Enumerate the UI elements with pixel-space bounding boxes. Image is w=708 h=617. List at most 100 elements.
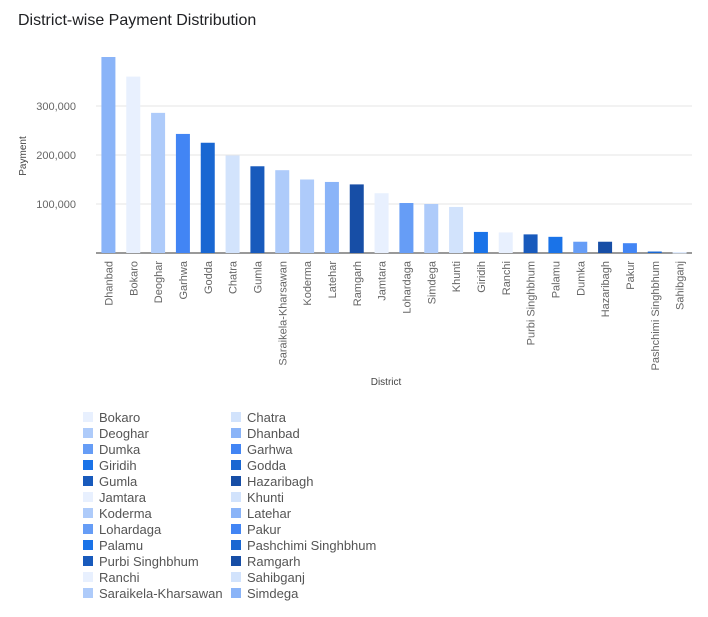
legend-item[interactable]: Saraikela-Kharsawan: [83, 585, 223, 601]
legend-item[interactable]: Simdega: [231, 585, 298, 601]
legend-item[interactable]: Purbi Singhbhum: [83, 553, 199, 569]
bar-dumka[interactable]: [573, 241, 588, 253]
bar-latehar[interactable]: [324, 181, 339, 253]
x-tick-label: Latehar: [327, 261, 339, 299]
x-tick-label: Palamu: [550, 261, 562, 298]
bar-ranchi[interactable]: [498, 232, 513, 253]
bar-garhwa[interactable]: [175, 133, 190, 253]
legend-label: Chatra: [247, 409, 287, 425]
bar-deoghar[interactable]: [151, 112, 166, 253]
legend-label: Pakur: [247, 521, 281, 537]
legend-label: Giridih: [99, 457, 137, 473]
bar-ramgarh[interactable]: [349, 184, 364, 253]
legend-item[interactable]: Palamu: [83, 537, 143, 553]
legend-label: Koderma: [99, 505, 152, 521]
legend-item[interactable]: Latehar: [231, 505, 291, 521]
legend-item[interactable]: Jamtara: [83, 489, 146, 505]
y-tick-labels: 100,000 200,000 300,000: [36, 101, 76, 211]
x-tick-label: Deoghar: [153, 261, 165, 304]
bar-khunti[interactable]: [449, 206, 464, 253]
legend-swatch: [83, 572, 93, 582]
y-tick-label: 200,000: [36, 150, 76, 162]
bar-gumla[interactable]: [250, 166, 265, 253]
legend-label: Godda: [247, 457, 287, 473]
legend-label: Lohardaga: [99, 521, 162, 537]
bar-giridih[interactable]: [473, 231, 488, 253]
legend-swatch: [83, 508, 93, 518]
bar-chart: Dhanbad Bokaro Deoghar Garhwa Godda Chatra Gum…: [18, 57, 692, 388]
bar-dhanbad[interactable]: [101, 57, 116, 253]
bar-godda[interactable]: [200, 142, 215, 253]
legend-swatch: [83, 540, 93, 550]
legend-swatch: [231, 508, 241, 518]
legend-label: Palamu: [99, 537, 144, 553]
legend-item[interactable]: Ranchi: [83, 569, 139, 585]
legend-label: Dumka: [99, 441, 141, 457]
legend-label: Dhanbad: [247, 425, 300, 441]
legend-label: Gumla: [99, 473, 138, 489]
legend-label: Jamtara: [99, 489, 146, 505]
x-tick-label: Jamtara: [377, 260, 389, 301]
legend-label: Ranchi: [99, 569, 140, 585]
legend-item[interactable]: Hazaribagh: [231, 473, 314, 489]
legend-swatch: [231, 428, 241, 438]
x-tick-label: Bokaro: [128, 261, 140, 296]
bar-jamtara[interactable]: [374, 193, 389, 253]
legend-swatch: [231, 412, 241, 422]
x-tick-label: Pakur: [625, 261, 637, 290]
legend-item[interactable]: Bokaro: [83, 409, 140, 425]
x-tick-labels: Dhanbad Bokaro Deoghar Garhwa Godda Chatra Gum…: [103, 260, 686, 370]
bar-lohardaga[interactable]: [399, 203, 414, 253]
legend-label: Simdega: [247, 585, 299, 601]
bar-hazaribagh[interactable]: [598, 241, 613, 253]
bar-palamu[interactable]: [548, 236, 563, 253]
legend-item[interactable]: Chatra: [231, 409, 286, 425]
legend-item[interactable]: Ramgarh: [231, 553, 300, 569]
x-tick-label: Giridih: [476, 261, 488, 293]
legend-item[interactable]: Dumka: [83, 441, 140, 457]
chart-title: District-wise Payment Distribution: [18, 12, 257, 29]
bar-chatra[interactable]: [225, 155, 240, 253]
legend-item[interactable]: Pashchimi Singhbhum: [231, 537, 376, 553]
x-tick-label: Sahibganj: [675, 261, 687, 310]
legend-swatch: [231, 556, 241, 566]
legend-item[interactable]: Sahibganj: [231, 569, 305, 585]
legend-label: Hazaribagh: [247, 473, 314, 489]
legend-item[interactable]: Lohardaga: [83, 521, 161, 537]
legend-swatch: [83, 428, 93, 438]
bar-sahibganj[interactable]: [672, 252, 687, 254]
legend-item[interactable]: Khunti: [231, 489, 284, 505]
x-tick-label: Ramgarh: [352, 261, 364, 306]
legend-label: Sahibganj: [247, 569, 305, 585]
bar-purbi-singhbhum[interactable]: [523, 234, 538, 253]
legend-swatch: [231, 540, 241, 550]
legend-item[interactable]: Garhwa: [231, 441, 293, 457]
legend-item[interactable]: Giridih: [83, 457, 137, 473]
legend-swatch: [83, 524, 93, 534]
x-tick-label: Godda: [203, 260, 215, 294]
x-tick-label: Dumka: [575, 260, 587, 296]
bar-simdega[interactable]: [424, 204, 439, 253]
legend-swatch: [83, 412, 93, 422]
y-tick-label: 100,000: [36, 199, 76, 211]
bar-bokaro[interactable]: [126, 76, 141, 253]
legend-swatch: [231, 476, 241, 486]
legend-item[interactable]: Koderma: [83, 505, 152, 521]
legend-item[interactable]: Dhanbad: [231, 425, 300, 441]
legend-item[interactable]: Pakur: [231, 521, 281, 537]
x-tick-label: Simdega: [426, 260, 438, 304]
legend-item[interactable]: Deoghar: [83, 425, 149, 441]
legend-label: Bokaro: [99, 409, 141, 425]
legend-label: Khunti: [247, 489, 284, 505]
legend-label: Saraikela-Kharsawan: [99, 585, 223, 601]
x-tick-label: Koderma: [302, 260, 314, 306]
bar-saraikela-kharsawan[interactable]: [275, 170, 290, 253]
x-tick-label: Gumla: [252, 260, 264, 293]
bar-pakur[interactable]: [622, 243, 637, 253]
legend-swatch: [231, 588, 241, 598]
bar-pashchimi-singhbhum[interactable]: [647, 251, 662, 253]
legend-item[interactable]: Godda: [231, 457, 286, 473]
legend-item[interactable]: Gumla: [83, 473, 137, 489]
bar-koderma[interactable]: [300, 179, 315, 254]
x-tick-label: Hazaribagh: [600, 261, 612, 317]
